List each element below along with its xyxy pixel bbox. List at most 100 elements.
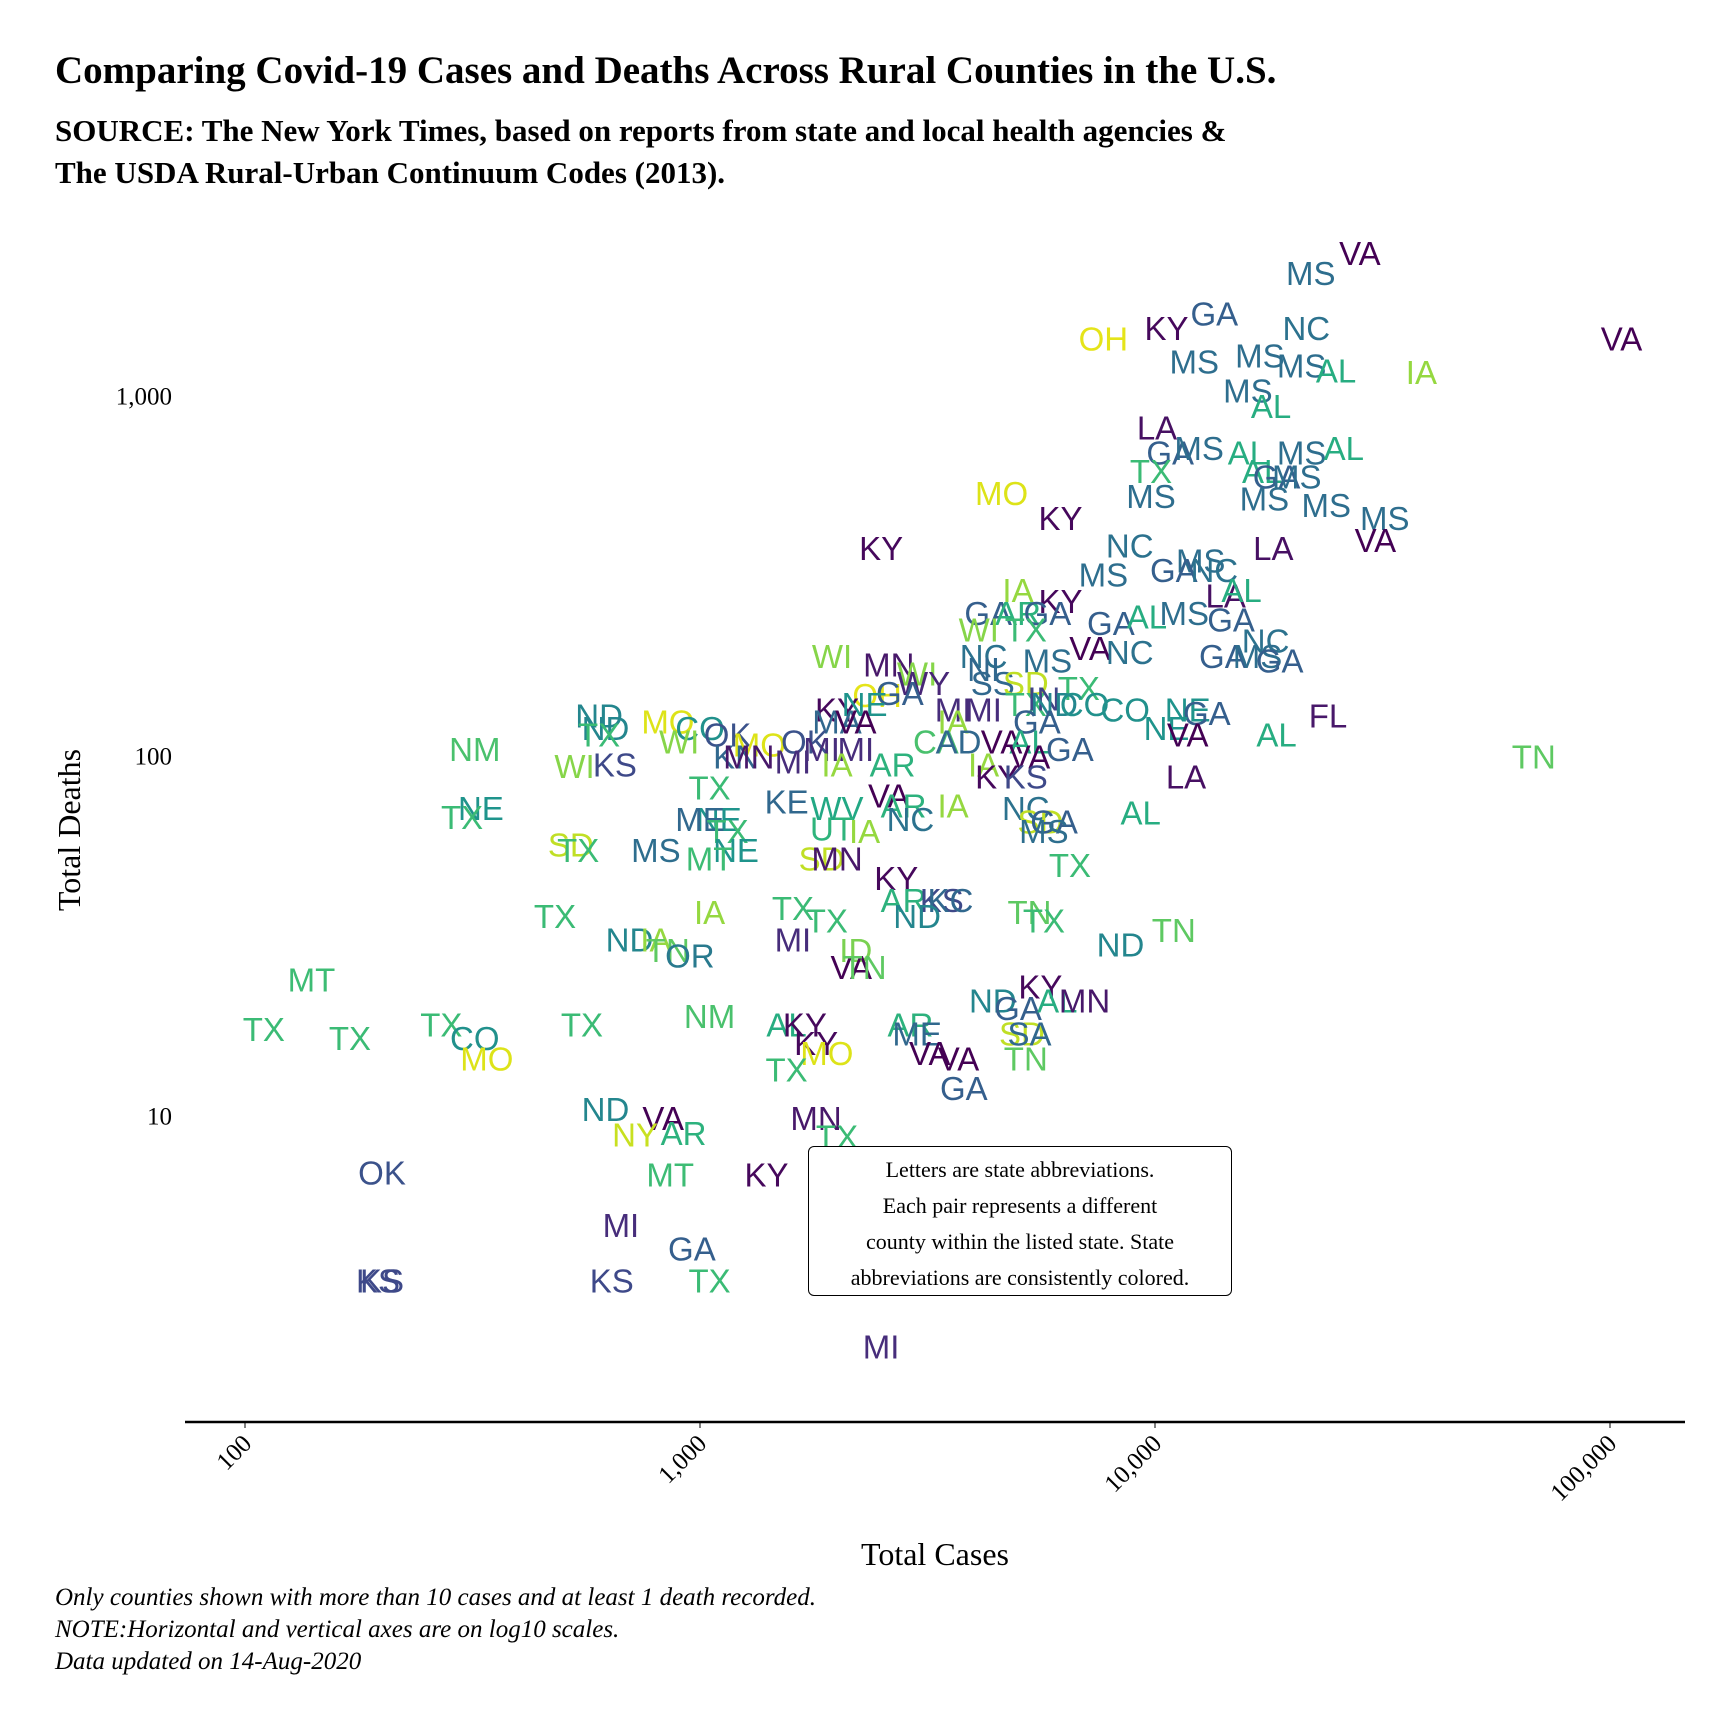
state-point-label: MS bbox=[1019, 813, 1069, 850]
state-point-label: TN bbox=[1008, 894, 1052, 931]
state-point-label: AR bbox=[881, 882, 927, 919]
state-point-label: TX bbox=[707, 813, 749, 850]
state-point-label: TN bbox=[843, 949, 887, 986]
state-point-label: MI bbox=[803, 731, 840, 768]
state-point-label: MS bbox=[1170, 344, 1220, 381]
state-point-label: ND bbox=[893, 898, 941, 935]
state-point-label: IA bbox=[1002, 572, 1033, 609]
state-point-label: WI bbox=[959, 612, 999, 649]
state-point-label: KN bbox=[713, 739, 759, 776]
chart-caption: Only counties shown with more than 10 ca… bbox=[55, 1582, 816, 1678]
state-point-label: TN bbox=[1512, 739, 1556, 776]
state-point-label: NC bbox=[1106, 634, 1154, 671]
state-point-label: GA bbox=[994, 990, 1042, 1027]
state-point-label: GA bbox=[1087, 605, 1135, 642]
state-point-label: TX bbox=[578, 717, 620, 754]
state-point-label: KY bbox=[744, 1157, 788, 1194]
state-point-label: KY bbox=[1018, 968, 1062, 1005]
state-point-label: WI bbox=[659, 724, 699, 761]
state-point-label: NC bbox=[1190, 552, 1238, 589]
state-point-label: SD bbox=[1017, 804, 1063, 841]
state-point-label: MI bbox=[965, 692, 1002, 729]
state-point-label: AL bbox=[1251, 388, 1291, 425]
state-point-label: NC bbox=[1106, 528, 1154, 565]
annotation-line: county within the listed state. State bbox=[866, 1229, 1174, 1254]
state-point-label: KY bbox=[975, 759, 1019, 796]
state-point-label: TN bbox=[646, 932, 690, 969]
caption-line: Data updated on 14-Aug-2020 bbox=[55, 1648, 362, 1675]
state-point-label: IA bbox=[1406, 354, 1437, 391]
state-point-label: SD bbox=[548, 826, 594, 863]
state-point-label: FL bbox=[1309, 698, 1348, 735]
state-point-label: NE bbox=[696, 801, 742, 838]
state-point-label: AR bbox=[881, 788, 927, 825]
state-point-label: SD bbox=[999, 1016, 1045, 1053]
state-point-label: ND bbox=[1097, 927, 1145, 964]
state-point-label: MS bbox=[1360, 500, 1410, 537]
state-point-label: MN bbox=[863, 647, 914, 684]
state-point-label: TX bbox=[561, 1007, 603, 1044]
state-point-label: MI bbox=[775, 743, 812, 780]
state-point-label: TN bbox=[1004, 1040, 1048, 1077]
state-point-label: SD bbox=[799, 841, 845, 878]
state-point-label: WI bbox=[812, 638, 852, 675]
state-point-label: NM bbox=[684, 998, 735, 1035]
state-point-label: GA bbox=[1013, 704, 1061, 741]
state-point-label: MS bbox=[1233, 638, 1283, 675]
y-ticks-layer: 10 100 1,000 bbox=[116, 384, 172, 1131]
state-point-label: MI bbox=[775, 922, 812, 959]
annotation-line: Each pair represents a different bbox=[882, 1193, 1158, 1218]
state-point-label: KY bbox=[874, 860, 918, 897]
state-point-label: TX bbox=[1005, 686, 1047, 723]
state-point-label: KS bbox=[593, 747, 637, 784]
state-point-label: MS bbox=[1240, 481, 1290, 518]
x-tick-label: 10,000 bbox=[1100, 1430, 1168, 1498]
state-point-label: GA bbox=[1207, 602, 1255, 639]
state-point-label: NC bbox=[887, 801, 935, 838]
state-point-label: GA bbox=[876, 675, 924, 712]
state-point-label: CO bbox=[675, 710, 725, 747]
state-point-label: KE bbox=[765, 784, 809, 821]
state-point-label: TX bbox=[689, 1263, 731, 1300]
state-point-label: MS bbox=[1286, 255, 1336, 292]
state-point-label: NY bbox=[612, 1117, 658, 1154]
state-point-label: NM bbox=[449, 731, 500, 768]
state-point-label: AR bbox=[995, 595, 1041, 632]
state-point-label: ME bbox=[675, 801, 725, 838]
state-point-label: MT bbox=[288, 962, 336, 999]
state-point-label: IN bbox=[1027, 680, 1060, 717]
state-point-label: AL bbox=[1316, 353, 1356, 390]
state-point-label: WV bbox=[810, 790, 863, 827]
state-point-label: IA bbox=[694, 894, 725, 931]
state-point-label: NC bbox=[1282, 310, 1330, 347]
state-point-label: KS bbox=[1004, 759, 1048, 796]
state-point-label: MN bbox=[1059, 983, 1110, 1020]
state-point-label: ND bbox=[606, 922, 654, 959]
x-tick-label: 1,000 bbox=[653, 1430, 712, 1489]
caption-line: NOTE:Horizontal and vertical axes are on… bbox=[55, 1616, 620, 1643]
state-point-label: VA bbox=[909, 1035, 951, 1072]
state-point-label: IA bbox=[821, 747, 852, 784]
annotation-box: Letters are state abbreviations. Each pa… bbox=[808, 1146, 1232, 1296]
state-point-label: KS bbox=[590, 1263, 634, 1300]
state-point-label: MI bbox=[935, 692, 972, 729]
state-point-label: MO bbox=[800, 1035, 853, 1072]
state-point-label: KS bbox=[360, 1263, 404, 1300]
state-point-label: GA bbox=[668, 1231, 716, 1268]
state-point-label: MI bbox=[837, 731, 874, 768]
state-point-label: TX bbox=[329, 1020, 371, 1057]
state-point-label: ND bbox=[1030, 686, 1078, 723]
y-tick-label: 10 bbox=[147, 1104, 172, 1131]
state-point-label: TX bbox=[1005, 612, 1047, 649]
state-point-label: KY bbox=[1038, 583, 1082, 620]
state-point-label: VA bbox=[1069, 630, 1111, 667]
state-point-label: AR bbox=[661, 1115, 707, 1152]
state-point-label: KY bbox=[1038, 500, 1082, 537]
state-point-label: MI bbox=[863, 1328, 900, 1365]
state-point-label: GA bbox=[940, 1070, 988, 1107]
state-point-label: MS bbox=[1223, 372, 1273, 409]
state-point-label: MI bbox=[603, 1207, 640, 1244]
state-point-label: TX bbox=[806, 903, 848, 940]
state-point-label: MA bbox=[812, 704, 862, 741]
